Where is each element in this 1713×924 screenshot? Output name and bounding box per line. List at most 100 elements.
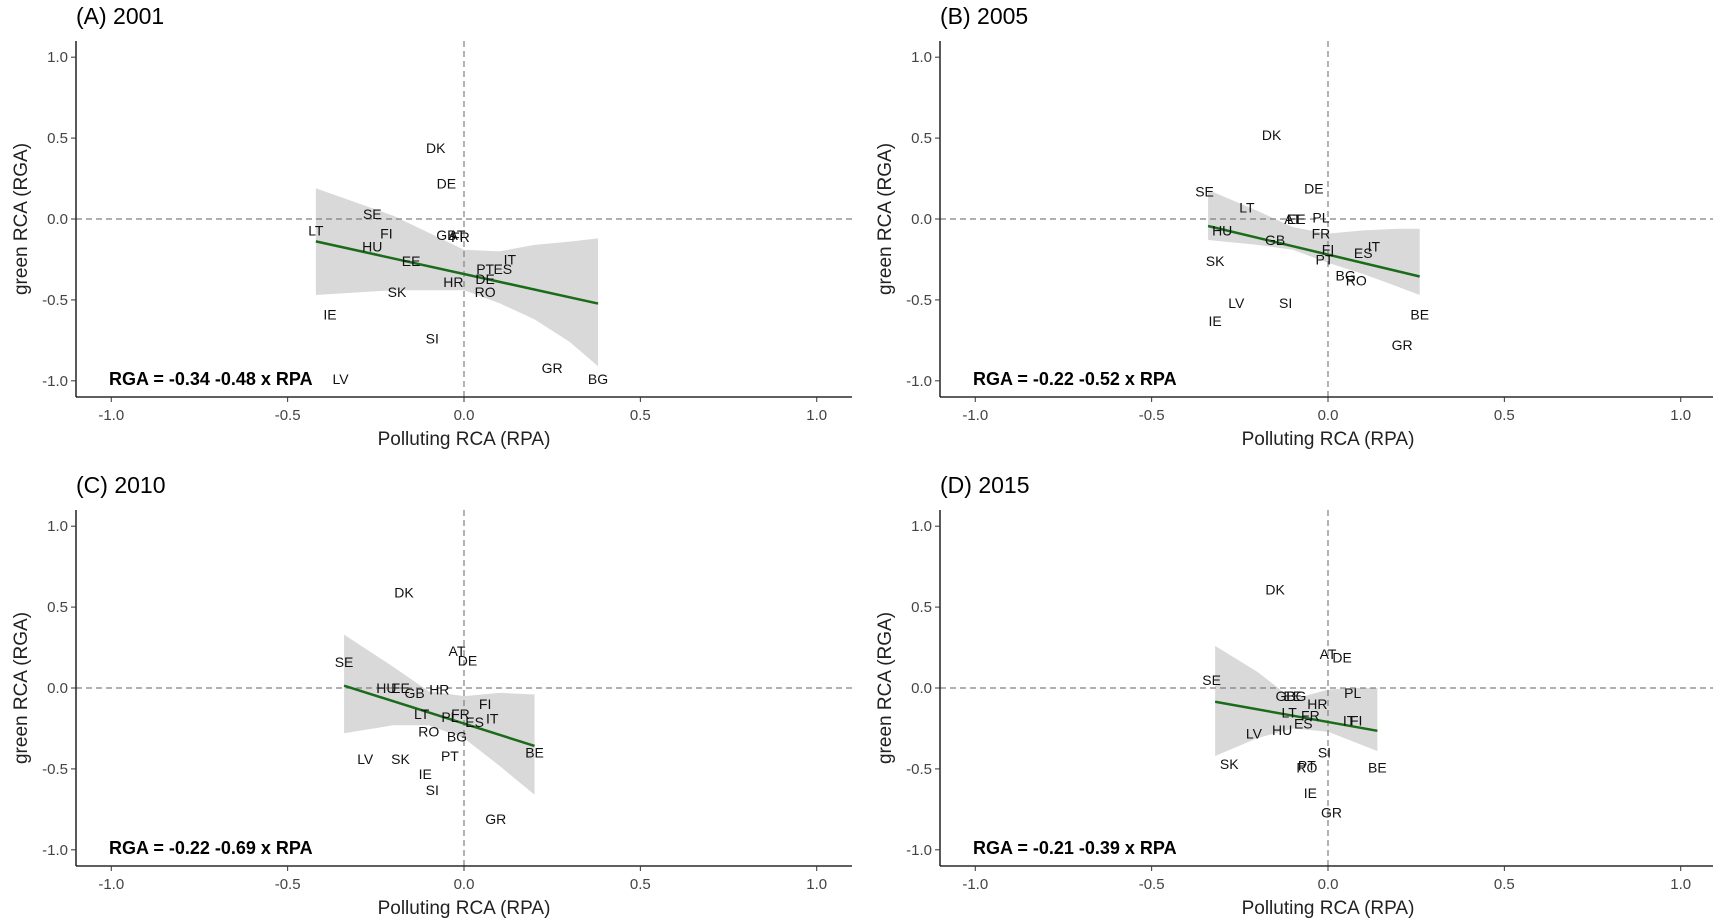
- regression-equation: RGA = -0.22 -0.52 x RPA: [973, 369, 1177, 389]
- confidence-band: [1208, 189, 1420, 296]
- point-label: IT: [486, 711, 499, 727]
- confidence-band: [1215, 645, 1378, 756]
- point-label: BG: [588, 371, 608, 387]
- point-label: SK: [388, 284, 407, 300]
- point-label: DK: [394, 585, 414, 601]
- x-tick-label: -0.5: [275, 407, 301, 424]
- panel-title: (D) 2015: [940, 472, 1029, 498]
- point-label: DE: [1304, 180, 1323, 196]
- point-label: FI: [380, 226, 392, 242]
- y-tick-label: -0.5: [906, 292, 932, 309]
- y-tick-label: -0.5: [42, 761, 68, 778]
- point-label: LV: [1228, 295, 1245, 311]
- panel-3: -1.0 -0.5 0.0 0.5 1.0 -1.0 -0.5 0.0 0.5 1.0 DK ATDE…: [875, 472, 1713, 919]
- y-axis-title: green RCA (RGA): [875, 143, 896, 295]
- y-tick-label: 0.5: [911, 130, 932, 147]
- y-tick-label: 1.0: [911, 49, 932, 66]
- point-label: SE: [363, 206, 382, 222]
- panel-2: -1.0 -0.5 0.0 0.5 1.0 -1.0 -0.5 0.0 0.5 1.0 DK ATDE…: [11, 472, 852, 919]
- point-label: SE: [1202, 672, 1221, 688]
- point-label: EE: [391, 680, 410, 696]
- y-tick-label: 1.0: [47, 518, 68, 535]
- x-tick-label: 0.0: [454, 407, 475, 424]
- point-label: SI: [426, 331, 439, 347]
- point-label: LV: [357, 751, 374, 767]
- y-axis-title: green RCA (RGA): [11, 612, 32, 764]
- x-tick-label: -0.5: [1139, 407, 1165, 424]
- y-tick-label: -0.5: [906, 761, 932, 778]
- x-axis-title: Polluting RCA (RPA): [378, 898, 551, 919]
- x-tick-label: -0.5: [275, 876, 301, 893]
- point-label: DE: [1332, 649, 1351, 665]
- point-label: BG: [1336, 268, 1356, 284]
- x-tick-label: 0.0: [1318, 407, 1339, 424]
- x-axis-title: Polluting RCA (RPA): [378, 429, 551, 450]
- x-tick-label: -1.0: [962, 407, 988, 424]
- regression-line: [1214, 700, 1378, 733]
- point-label: HR: [429, 682, 449, 698]
- y-tick-label: 1.0: [911, 518, 932, 535]
- point-label: LT: [414, 706, 430, 722]
- regression-line: [315, 240, 599, 305]
- point-label: AT: [1284, 211, 1301, 227]
- point-label: FI: [1350, 712, 1362, 728]
- y-tick-label: -1.0: [42, 842, 68, 859]
- point-label: DK: [1265, 581, 1285, 597]
- point-label: BG: [1286, 688, 1306, 704]
- point-label: RO: [418, 724, 439, 740]
- point-label: ES: [1294, 716, 1313, 732]
- point-label: FR: [451, 706, 470, 722]
- point-label: BG: [447, 729, 467, 745]
- y-tick-label: 0.0: [911, 680, 932, 697]
- point-label: IE: [419, 766, 432, 782]
- y-tick-label: 0.5: [911, 599, 932, 616]
- y-tick-label: -0.5: [42, 292, 68, 309]
- point-label: RO: [1296, 759, 1317, 775]
- point-label: GB: [1265, 232, 1285, 248]
- point-label: IT: [1368, 239, 1381, 255]
- y-tick-label: 0.0: [911, 211, 932, 228]
- point-label: RO: [475, 284, 496, 300]
- point-label: EE: [402, 253, 421, 269]
- regression-equation: RGA = -0.22 -0.69 x RPA: [109, 838, 313, 858]
- point-label: DE: [475, 271, 494, 287]
- panel-1: -1.0 -0.5 0.0 0.5 1.0 -1.0 -0.5 0.0 0.5 1.0 DK DE SE…: [875, 3, 1713, 450]
- point-label: SI: [426, 782, 439, 798]
- y-tick-label: 0.0: [47, 211, 68, 228]
- x-tick-label: 0.0: [1318, 876, 1339, 893]
- point-label: IE: [1304, 785, 1317, 801]
- point-label: SI: [1279, 295, 1292, 311]
- point-label: DE: [458, 652, 477, 668]
- x-tick-label: 1.0: [806, 876, 827, 893]
- x-axis-title: Polluting RCA (RPA): [1242, 429, 1415, 450]
- point-label: LV: [332, 371, 349, 387]
- point-label: HU: [1212, 222, 1232, 238]
- point-label: IE: [323, 306, 336, 322]
- panel-title: (B) 2005: [940, 3, 1028, 29]
- regression-equation: RGA = -0.34 -0.48 x RPA: [109, 369, 313, 389]
- y-tick-label: 1.0: [47, 49, 68, 66]
- x-tick-label: -0.5: [1139, 876, 1165, 893]
- point-label: SK: [1220, 756, 1239, 772]
- point-label: PL: [1312, 209, 1329, 225]
- point-label: SI: [1318, 745, 1331, 761]
- point-label: AT: [449, 643, 466, 659]
- regression-equation: RGA = -0.21 -0.39 x RPA: [973, 838, 1177, 858]
- point-label: GB: [436, 227, 456, 243]
- point-label: IE: [1209, 313, 1222, 329]
- point-label: DE: [437, 175, 456, 191]
- point-label: PT: [441, 748, 459, 764]
- point-label: SK: [1206, 253, 1225, 269]
- point-label: GR: [1321, 805, 1342, 821]
- point-label: LV: [1246, 725, 1263, 741]
- point-label: LT: [1282, 704, 1298, 720]
- regression-line: [343, 684, 535, 748]
- x-tick-label: 0.5: [1494, 876, 1515, 893]
- x-tick-label: -1.0: [98, 876, 124, 893]
- y-tick-label: 0.5: [47, 599, 68, 616]
- y-axis-title: green RCA (RGA): [875, 612, 896, 764]
- point-label: SE: [335, 654, 354, 670]
- point-label: FR: [451, 229, 470, 245]
